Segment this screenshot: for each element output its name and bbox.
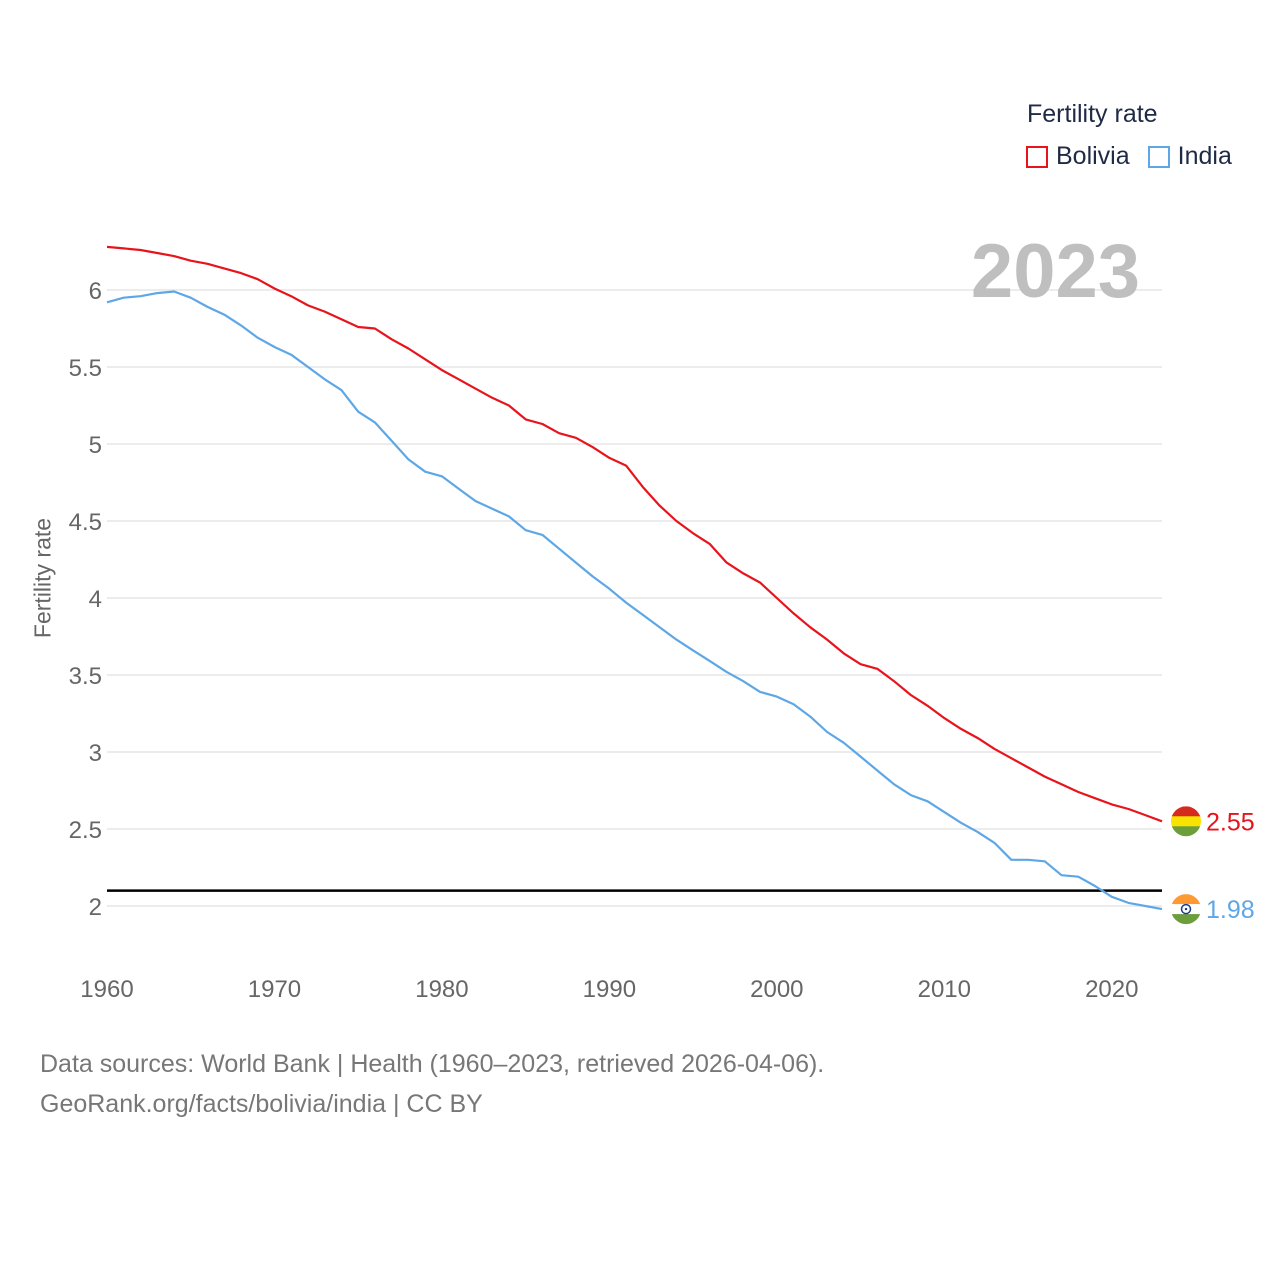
x-tick-label: 2000: [750, 976, 803, 1003]
series-end-markers: 2.55 1.98: [1171, 806, 1255, 925]
y-tick-label: 4: [89, 586, 102, 613]
x-tick-label: 1990: [583, 976, 636, 1003]
x-tick-label: 1970: [248, 976, 301, 1003]
y-tick-label: 3.5: [69, 663, 102, 690]
y-tick-label: 3: [89, 740, 102, 767]
y-tick-label: 5.5: [69, 355, 102, 382]
chakra-center: [1184, 907, 1188, 911]
y-tick-label: 2.5: [69, 817, 102, 844]
legend-label-bolivia: Bolivia: [1056, 142, 1130, 170]
legend-label-india: India: [1177, 142, 1232, 170]
x-tick-label: 1960: [80, 976, 133, 1003]
flag-stripe: [1171, 826, 1201, 837]
chakra-icon: [1180, 903, 1192, 915]
end-value-label-bolivia: 2.55: [1206, 808, 1255, 836]
y-tick-label: 6: [89, 278, 102, 305]
x-tick-label: 2020: [1085, 976, 1138, 1003]
source-link[interactable]: GeoRank.org/facts/bolivia/india | CC BY: [40, 1090, 483, 1118]
x-axis-ticks: 1960 1970 1980 1990 2000 2010 2020: [80, 976, 1138, 1003]
legend-title: Fertility rate: [1027, 100, 1158, 128]
footer: Data sources: World Bank | Health (1960–…: [40, 1044, 824, 1124]
gridlines: [107, 289, 1162, 907]
flag-stripe: [1171, 806, 1201, 817]
y-tick-label: 4.5: [69, 509, 102, 536]
x-tick-label: 2010: [918, 976, 971, 1003]
legend-item-india[interactable]: India: [1147, 142, 1232, 171]
flag-stripe: [1171, 894, 1201, 905]
data-source-text: Data sources: World Bank | Health (1960–…: [40, 1050, 825, 1078]
y-axis-label: Fertility rate: [29, 517, 56, 639]
legend-item-bolivia[interactable]: Bolivia: [1026, 142, 1130, 171]
flag-stripe: [1171, 914, 1201, 925]
series-line-bolivia: [106, 245, 1163, 823]
flag-icon-bolivia: [1171, 806, 1201, 837]
y-tick-label: 2: [89, 894, 102, 921]
current-year-label: 2023: [970, 229, 1140, 314]
y-axis-ticks: 2 2.5 3 3.5 4 4.5 5 5.5 6: [69, 278, 102, 921]
legend: Bolivia India: [1026, 142, 1250, 171]
x-tick-label: 1980: [415, 976, 468, 1003]
series-line-india: [106, 290, 1163, 911]
legend-swatch-bolivia: [1026, 145, 1048, 168]
legend-swatch-india: [1147, 145, 1170, 168]
y-tick-label: 5: [89, 432, 102, 459]
series-lines: [106, 245, 1163, 911]
end-value-label-india: 1.98: [1206, 896, 1255, 924]
flag-icon-india: [1171, 894, 1201, 925]
flag-stripe: [1171, 816, 1201, 827]
